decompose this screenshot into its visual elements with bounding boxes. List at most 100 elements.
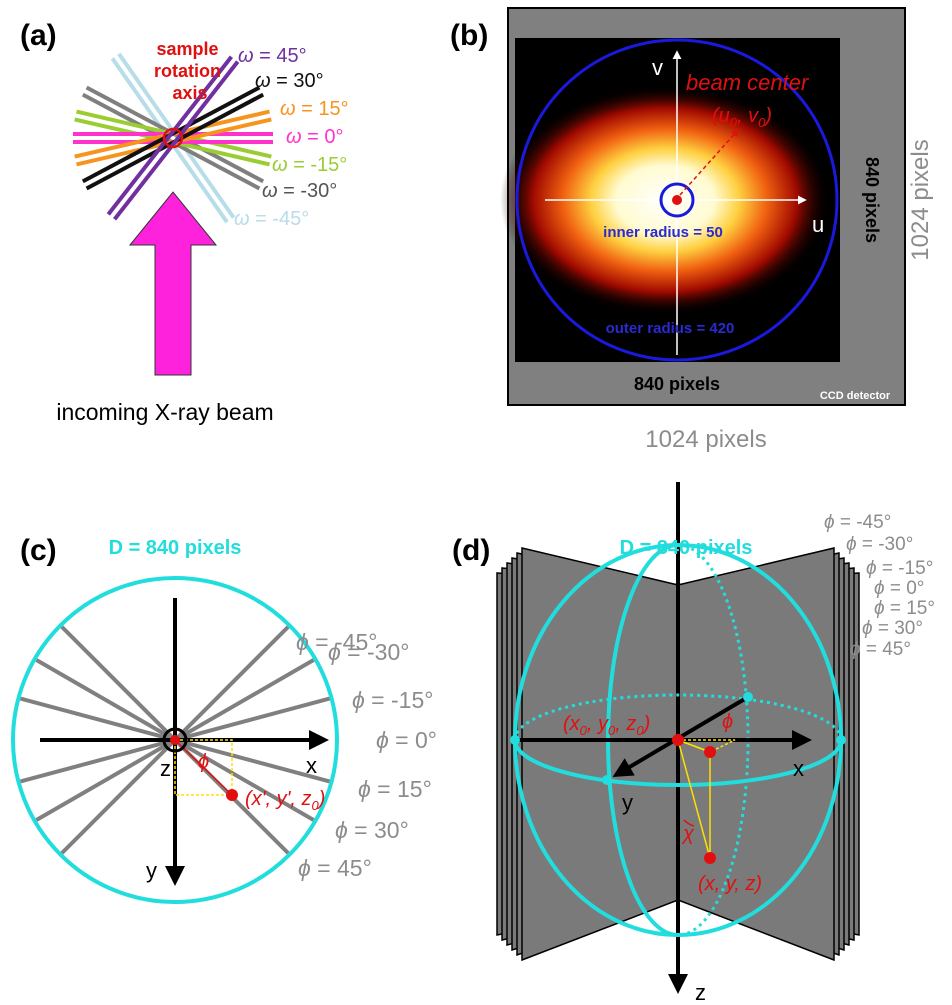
- phi-label: ϕ = 30°: [862, 618, 923, 639]
- phi-value: = 15°: [885, 598, 935, 619]
- omega-label: ω = -30°: [262, 180, 337, 202]
- omega-label: ω = 30°: [255, 70, 324, 92]
- beam-label: incoming X-ray beam: [56, 399, 273, 425]
- figure: (a) sample rotation axis ω = 45°ω = 30°ω…: [0, 0, 952, 1005]
- phi-symbol: ϕ: [352, 687, 365, 713]
- panel-label: (c): [20, 534, 57, 567]
- z-label: z: [160, 756, 171, 781]
- phi-label: ϕ = -45°: [824, 512, 891, 533]
- phi-value: = 30°: [348, 817, 409, 843]
- height-label: 840 pixels: [862, 157, 882, 243]
- phi-value: = -30°: [857, 534, 914, 555]
- point-label: (x', y', z0): [245, 788, 325, 813]
- phi-symbol: ϕ: [328, 639, 341, 665]
- phi-symbol: ϕ: [824, 512, 835, 533]
- detector-label: CCD detector: [820, 390, 891, 402]
- x-label: x: [306, 753, 317, 778]
- omega-symbol: ω: [255, 70, 271, 92]
- phi-value: = 15°: [371, 776, 432, 802]
- detector-width-label: 1024 pixels: [645, 426, 766, 453]
- phi-symbol: ϕ: [335, 817, 348, 843]
- omega-labels: ω = 45°ω = 30°ω = 15°ω = 0°ω = -15°ω = -…: [234, 45, 349, 230]
- omega-value: = -45°: [250, 208, 310, 230]
- phi-symbol: ϕ: [376, 727, 389, 753]
- beam-arrow: [130, 192, 216, 375]
- phi-symbol: ϕ: [850, 639, 861, 660]
- phi-label: ϕ = 30°: [335, 817, 409, 843]
- v-label: v: [652, 55, 663, 80]
- phi-label: ϕ = -15°: [866, 558, 933, 579]
- phi-label: ϕ = 0°: [874, 578, 924, 599]
- phi-value: = 0°: [389, 727, 437, 753]
- phi-value: = -45°: [835, 512, 892, 533]
- origin: [672, 734, 684, 746]
- coord-part: , z: [615, 713, 636, 735]
- phi-label: ϕ = 15°: [874, 598, 935, 619]
- panel-c: (c) D = 840 pixels z x y ϕ (x', y', z0) …: [13, 534, 437, 902]
- phi-label: ϕ = 0°: [376, 727, 437, 753]
- omega-symbol: ω: [238, 45, 254, 67]
- phi-value: = 45°: [311, 855, 372, 881]
- panel-b: (b) v u beam center (u0, v0) inner radiu…: [450, 8, 934, 453]
- phi-symbol: ϕ: [298, 855, 311, 881]
- origin: [170, 735, 180, 745]
- phi-label: ϕ = -15°: [352, 687, 433, 713]
- phi-value: = 30°: [873, 618, 923, 639]
- outer-radius-label: outer radius = 420: [606, 320, 735, 337]
- axis-label-line: rotation: [154, 61, 221, 81]
- omega-value: = 45°: [254, 45, 307, 67]
- beam-center: [672, 195, 682, 205]
- z-label: z: [695, 980, 706, 1005]
- omega-value: = 15°: [296, 98, 349, 120]
- x-label: x: [793, 756, 804, 781]
- phi-labels: ϕ = -45°ϕ = -30°ϕ = -15°ϕ = 0°ϕ = 15°ϕ =…: [296, 629, 437, 881]
- phi-symbol: ϕ: [866, 558, 877, 579]
- omega-symbol: ω: [262, 180, 278, 202]
- diameter-label: D = 840 pixels: [109, 537, 242, 559]
- pixel-point: [226, 789, 238, 801]
- phi-label: ϕ = 15°: [358, 776, 432, 802]
- diameter-label: D = 840 pixels: [620, 537, 753, 559]
- omega-label: ω = 45°: [238, 45, 307, 67]
- sphere-point: [836, 735, 846, 745]
- omega-symbol: ω: [272, 154, 288, 176]
- phi-label: ϕ = 45°: [850, 639, 911, 660]
- phi-angle-label: ϕ: [722, 711, 733, 733]
- coord-part: ): [317, 788, 326, 810]
- detector-page: [678, 548, 834, 960]
- axis-label-line: axis: [172, 83, 207, 103]
- projected-point: [704, 746, 716, 758]
- phi-symbol: ϕ: [296, 629, 309, 655]
- sphere-point-xyz: [704, 852, 716, 864]
- panel-label: (d): [452, 534, 490, 567]
- sphere-point: [510, 735, 520, 745]
- phi-value: = -15°: [365, 687, 434, 713]
- omega-label: ω = -45°: [234, 208, 309, 230]
- phi-label: ϕ = -30°: [846, 534, 913, 555]
- coord-part: , y: [587, 713, 609, 735]
- omega-value: = -30°: [278, 180, 338, 202]
- beam-center-label: beam center: [686, 70, 810, 95]
- omega-symbol: ω: [234, 208, 250, 230]
- coord-part: ): [763, 105, 772, 127]
- phi-label: ϕ = 45°: [298, 855, 372, 881]
- phi-value: = 45°: [861, 639, 911, 660]
- axis-label-line: sample: [156, 39, 218, 59]
- phi-symbol: ϕ: [874, 598, 885, 619]
- panel-label: (a): [20, 19, 57, 52]
- point-label: (x, y, z): [698, 873, 762, 895]
- coord-part: (u: [712, 105, 730, 127]
- page: (a) sample rotation axis ω = 45°ω = 30°ω…: [0, 0, 952, 1005]
- detector-height-label: 1024 pixels: [907, 139, 934, 260]
- panel-label: (b): [450, 19, 488, 52]
- phi-symbol: ϕ: [862, 618, 873, 639]
- coord-part: , v: [737, 105, 759, 127]
- phi-label: ϕ = -30°: [328, 639, 409, 665]
- phi-symbol: ϕ: [846, 534, 857, 555]
- width-label: 840 pixels: [634, 374, 720, 394]
- phi-value: = -15°: [877, 558, 934, 579]
- inner-radius-label: inner radius = 50: [603, 224, 723, 241]
- coord-part: (x', y', z: [245, 788, 312, 810]
- panel-a: (a) sample rotation axis ω = 45°ω = 30°ω…: [20, 19, 349, 425]
- omega-label: ω = -15°: [272, 154, 347, 176]
